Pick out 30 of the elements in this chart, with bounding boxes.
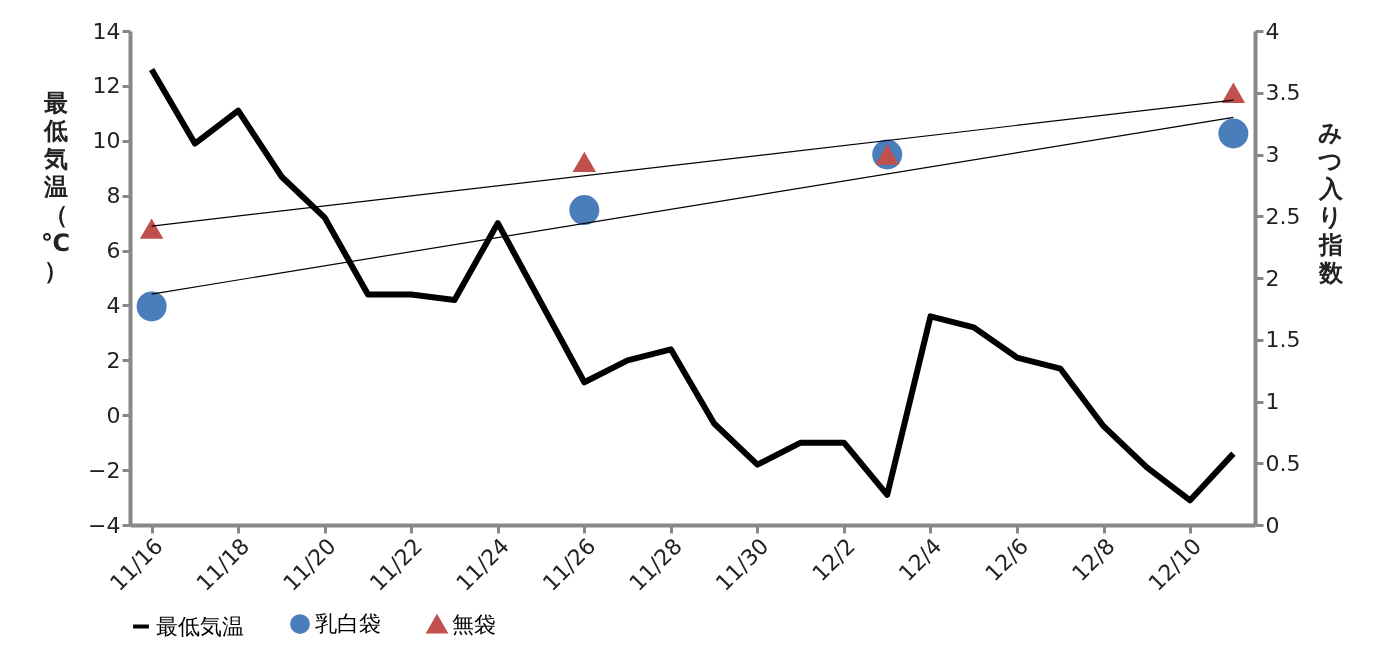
- y2-tick-label: 3.5: [1265, 80, 1301, 106]
- legend-label: 最低気温: [156, 613, 244, 639]
- point: [139, 218, 164, 239]
- y2-tick-label: 2.5: [1265, 203, 1301, 229]
- y2-tick-label: 0.5: [1265, 450, 1301, 476]
- y-tick-label: 8: [106, 183, 121, 209]
- point: [1218, 118, 1249, 149]
- y2-tick-label: 1.5: [1265, 327, 1301, 353]
- y-tick-label: −4: [88, 512, 121, 538]
- point: [136, 291, 167, 322]
- y2-tick-label: 4: [1265, 18, 1280, 44]
- y-tick-label: 10: [92, 128, 121, 154]
- y-tick-label: 6: [106, 238, 121, 264]
- y2-tick-label: 3: [1265, 142, 1280, 167]
- y2-axis-title: みつ入り指数: [1317, 118, 1344, 287]
- y-tick-label: 0: [106, 402, 121, 428]
- y-axis-title: 最低気温（℃）: [40, 88, 71, 285]
- y-tick-label: 4: [106, 292, 121, 318]
- y-tick-label: 12: [92, 73, 121, 99]
- y-tick-label: −2: [88, 457, 121, 483]
- point: [572, 151, 597, 173]
- y2-tick-label: 0: [1265, 512, 1280, 538]
- y2-tick-label: 1: [1265, 389, 1280, 414]
- y-tick-label: 14: [92, 18, 121, 44]
- y-tick-label: 2: [106, 347, 121, 373]
- point: [569, 195, 600, 226]
- legend-label: 無袋: [452, 611, 496, 637]
- legend-label: 乳白袋: [315, 611, 381, 637]
- point: [1221, 82, 1246, 103]
- y2-tick-label: 2: [1265, 265, 1280, 291]
